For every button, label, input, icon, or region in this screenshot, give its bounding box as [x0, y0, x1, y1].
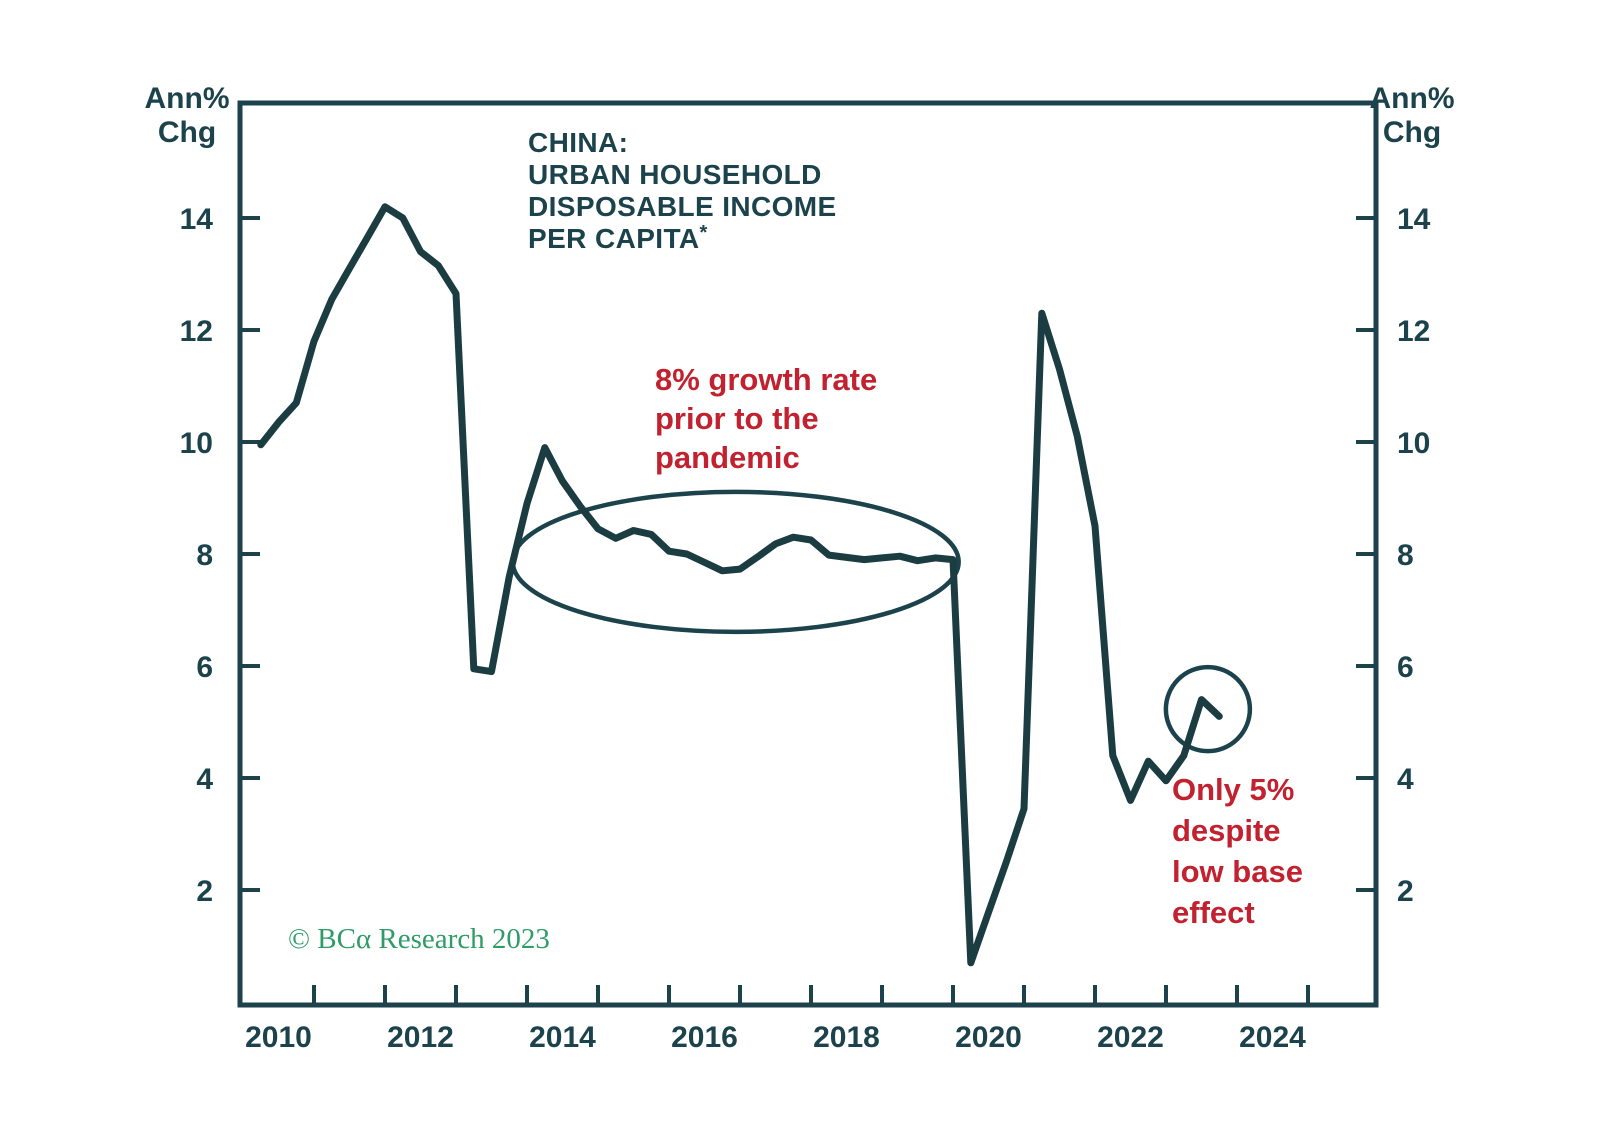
base-note-line4: effect	[1172, 895, 1255, 930]
y-tick-label-left: 12	[180, 315, 213, 348]
base-circle-annotation	[1163, 664, 1253, 754]
base-note-line1: Only 5%	[1172, 772, 1294, 807]
y-tick-label-left: 4	[196, 763, 213, 796]
x-tick-label: 2016	[671, 1021, 738, 1054]
x-tick-label: 2024	[1239, 1021, 1306, 1054]
chart-title-line1: CHINA:	[528, 127, 628, 158]
y-tick-label-right: 8	[1397, 539, 1414, 572]
title-footnote-asterisk: *	[700, 222, 708, 244]
x-tick-label: 2018	[813, 1021, 880, 1054]
y-tick-label-left: 14	[180, 203, 214, 236]
y-tick-label-left: 8	[196, 539, 213, 572]
y-tick-label-right: 4	[1397, 763, 1414, 796]
x-tick-label: 2010	[245, 1021, 312, 1054]
chart-title-line4: PER CAPITA*	[528, 222, 708, 254]
base-note-line3: low base	[1172, 854, 1303, 889]
growth-note-line1: 8% growth rate	[655, 362, 877, 397]
growth-note-line2: prior to the	[655, 401, 819, 436]
y-tick-label-right: 14	[1397, 203, 1431, 236]
y-axis-unit-left-line1: Ann%	[145, 82, 230, 115]
chart-title-line3: DISPOSABLE INCOME	[528, 191, 837, 222]
y-tick-label-right: 6	[1397, 651, 1414, 684]
y-tick-label-left: 10	[180, 427, 213, 460]
y-tick-label-left: 2	[196, 875, 213, 908]
x-tick-label: 2020	[955, 1021, 1022, 1054]
y-axis-unit-left-line2: Chg	[158, 116, 216, 149]
growth-note-line3: pandemic	[655, 440, 800, 475]
x-tick-label: 2022	[1097, 1021, 1164, 1054]
y-tick-label-right: 2	[1397, 875, 1414, 908]
y-tick-label-right: 10	[1397, 427, 1430, 460]
chart-title-line2: URBAN HOUSEHOLD	[528, 159, 822, 190]
copyright-credit: © BCα Research 2023	[288, 923, 550, 955]
y-tick-label-left: 6	[196, 651, 213, 684]
growth-ellipse-annotation	[510, 489, 961, 635]
base-note-line2: despite	[1172, 813, 1281, 848]
y-tick-label-right: 12	[1397, 315, 1430, 348]
x-tick-label: 2012	[387, 1021, 454, 1054]
x-tick-label: 2014	[529, 1021, 596, 1054]
y-axis-unit-right-line1: Ann%	[1370, 82, 1455, 115]
income-growth-line	[257, 203, 1223, 967]
plot-layer: 2 2 4 4 6 6 8 8 10 10 12 12 14 14 2010 2012 2014 2016 2018…	[180, 100, 1431, 1054]
y-axis-unit-right-line2: Chg	[1383, 116, 1441, 149]
